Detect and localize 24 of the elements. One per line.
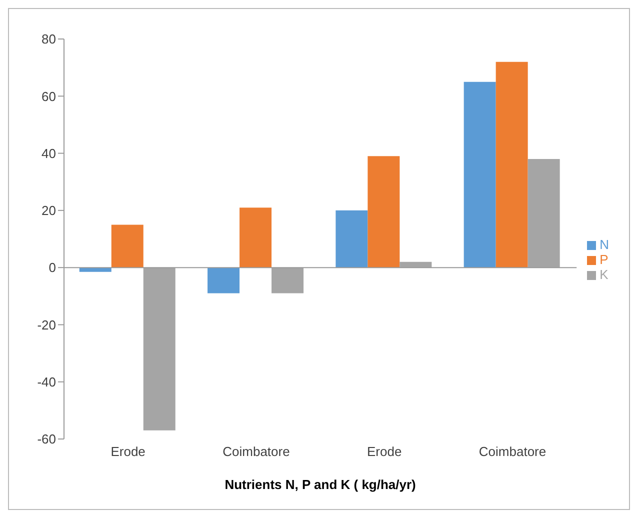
y-tick-label: -60 xyxy=(37,432,56,447)
y-tick-label: 20 xyxy=(42,203,56,218)
y-tick-label: 0 xyxy=(48,260,56,276)
x-tick-label: Coimbatore xyxy=(222,444,290,460)
x-tick-label: Erode xyxy=(110,444,146,460)
y-tick-label: 40 xyxy=(42,146,56,161)
x-tick-label: Coimbatore xyxy=(478,444,546,460)
legend-label: K xyxy=(600,266,608,282)
y-tick-label: 80 xyxy=(42,32,56,47)
y-tick-label: 60 xyxy=(42,88,56,104)
bar xyxy=(464,82,496,268)
bar xyxy=(240,208,272,268)
bar xyxy=(496,62,528,268)
x-axis-title: Nutrients N, P and K ( kg/ha/yr) xyxy=(224,477,416,492)
bar xyxy=(111,224,144,268)
y-tick-label: -40 xyxy=(37,374,56,390)
legend-label: P xyxy=(600,252,608,266)
bar xyxy=(79,268,112,272)
bar xyxy=(336,210,368,268)
x-tick-label: Erode xyxy=(367,444,402,460)
legend-label: N xyxy=(600,236,609,252)
y-tick-label: -20 xyxy=(37,317,56,332)
bar xyxy=(208,268,240,294)
bar xyxy=(368,156,400,268)
